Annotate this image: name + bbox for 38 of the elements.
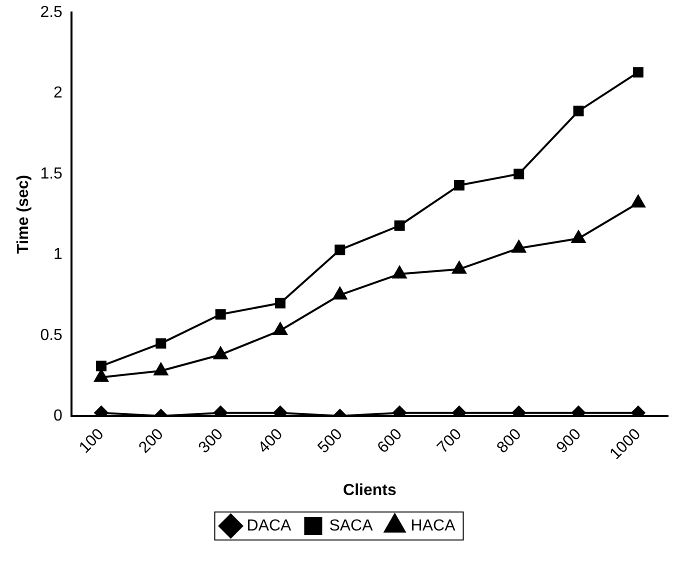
y-tick-label: 2: [54, 84, 63, 102]
point: [454, 180, 464, 191]
point: [573, 106, 584, 116]
y-tick-label: 2.5: [40, 4, 63, 22]
y-tick-label: 0: [54, 407, 63, 424]
x-tick-label: 400: [255, 426, 286, 457]
x-tick-label: 100: [76, 426, 108, 457]
x-tick-label: 200: [136, 426, 167, 457]
point: [214, 346, 228, 360]
y-tick-label: 1.5: [40, 165, 63, 182]
point: [514, 168, 524, 180]
point: [332, 287, 347, 300]
x-tick-label: 700: [434, 426, 466, 457]
y-axis-title: Time (sec): [15, 174, 32, 254]
point: [452, 261, 466, 274]
point: [94, 369, 108, 382]
point: [394, 220, 405, 231]
point: [334, 244, 346, 256]
point: [273, 322, 288, 336]
x-tick-label: 800: [494, 426, 525, 457]
point: [274, 298, 286, 308]
x-axis-title: Clients: [343, 482, 396, 499]
x-tick-label: 500: [314, 426, 346, 457]
point: [632, 67, 644, 78]
x-tick-label: 600: [374, 426, 406, 457]
y-tick-label: 0.5: [40, 326, 63, 344]
point: [215, 309, 226, 320]
x-tick-label: 900: [554, 426, 585, 457]
point: [512, 240, 526, 253]
legend-label: SACA: [329, 517, 374, 534]
point: [571, 230, 586, 244]
legend-label: HACA: [410, 517, 456, 534]
point: [392, 266, 407, 279]
y-tick-label: 1: [54, 246, 63, 264]
point: [154, 362, 168, 376]
x-tick-label: 300: [196, 426, 227, 457]
point: [631, 195, 646, 208]
legend-label: DACA: [246, 517, 292, 534]
